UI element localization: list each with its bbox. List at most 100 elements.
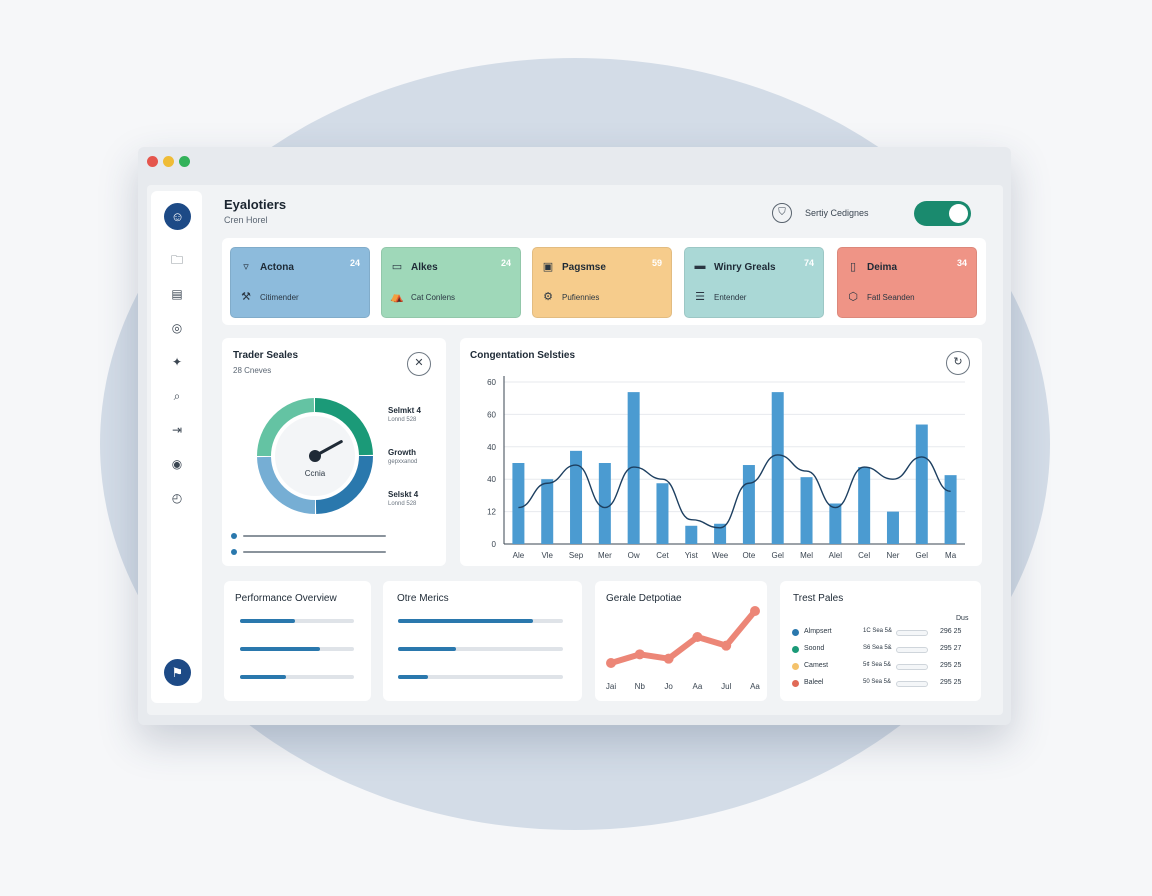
line-chart-title: Gerale Detpotiae	[606, 593, 682, 604]
card-count-badge: 59	[651, 258, 662, 268]
other-metrics-bar-fill	[398, 647, 456, 651]
x-tick-label: Yist	[685, 551, 699, 560]
slider-track-2[interactable]	[243, 551, 386, 553]
performance-bar-fill	[240, 675, 286, 679]
line-series	[608, 608, 758, 666]
card-subtitle: Pufiennies	[562, 293, 600, 302]
bar	[541, 479, 554, 544]
other-metrics-panel: Otre Merics	[383, 581, 582, 701]
table-row-name: Camest	[804, 662, 829, 669]
other-metrics-bar-track	[398, 647, 563, 651]
gauge-legend-title-1: Selmkt 4	[388, 406, 421, 415]
table-title: Trest Pales	[793, 593, 844, 604]
shield-icon[interactable]: ⛉	[772, 203, 792, 223]
table-row-bar	[896, 681, 928, 687]
tools-icon: ⚙	[543, 291, 553, 303]
card-title: Pagsmse	[562, 262, 606, 273]
gauge-panel: Trader Seales 28 Cneves ✕ Ccnia Selmkt 4…	[222, 338, 446, 566]
bar	[829, 503, 842, 544]
x-tick-label: Gel	[771, 551, 784, 560]
table-row-value: 295 27	[940, 645, 962, 652]
other-metrics-title: Otre Merics	[397, 593, 449, 604]
x-tick-label: Jul	[721, 682, 731, 691]
table-column-header: Dus	[956, 615, 969, 622]
card-title: Deima	[867, 262, 898, 273]
legend-dot	[792, 680, 799, 687]
eye-icon[interactable]: ◉	[171, 457, 183, 471]
search-icon[interactable]: ⌕	[173, 389, 181, 403]
flag-icon[interactable]: ⚑	[164, 659, 191, 686]
card-count-badge: 74	[803, 258, 814, 268]
table-row-name: Almpsert	[804, 628, 832, 635]
card-title: Alkes	[411, 262, 438, 273]
other-metrics-bar-track	[398, 619, 563, 623]
table-row-name: Baleel	[804, 679, 824, 686]
bar-chart-panel: Congentation Selsties ↻ 0 12 40 40 60 60 Ale Vl…	[460, 338, 982, 566]
gauge-legend-sub-3: Lonnd 528	[388, 501, 417, 507]
summary-card[interactable]: ▬ Winry Greals 74 ☰ Entender	[684, 247, 824, 318]
gauge-legend-sub-1: Lonnd 528	[388, 417, 417, 423]
cup-icon: ▿	[243, 261, 249, 273]
table-row-bar	[896, 647, 928, 653]
summary-card[interactable]: ▿ Actona 24 ⚒ Citimender	[230, 247, 370, 318]
message-icon: ▬	[694, 260, 706, 272]
gauge-panel-subtitle: 28 Cneves	[233, 366, 272, 375]
refresh-icon[interactable]: ↻	[946, 351, 970, 375]
calendar-icon[interactable]: ▤	[171, 287, 183, 301]
slider-handle-2[interactable]	[231, 549, 237, 555]
line-point	[634, 649, 645, 660]
bar	[944, 475, 957, 544]
hammer-icon: ⚒	[241, 291, 251, 303]
target-icon[interactable]: ◎	[171, 321, 183, 335]
pin-icon[interactable]: ✦	[171, 355, 183, 369]
x-tick-label: Jai	[606, 682, 616, 691]
card-subtitle: Entender	[714, 293, 747, 302]
slider-track-1[interactable]	[243, 535, 386, 537]
gauge-icon[interactable]: ◴	[171, 491, 183, 505]
table-row-detail: 1C Sea 5&	[863, 628, 893, 634]
minimize-window-button[interactable]	[163, 156, 174, 167]
line-point	[750, 606, 760, 616]
gauge-segment-3	[257, 456, 316, 514]
gauge-legend-title-2: Growth	[388, 448, 416, 457]
legend-dot	[792, 629, 799, 636]
bar	[800, 477, 813, 544]
table-row-value: 295 25	[940, 679, 962, 686]
gauge-chart: Ccnia	[257, 398, 373, 514]
bar	[771, 392, 784, 544]
settings-label[interactable]: Sertiy Cedignes	[805, 208, 869, 218]
x-tick-label: Ale	[513, 551, 525, 560]
logout-icon[interactable]: ⇥	[171, 423, 183, 437]
summary-card[interactable]: ▣ Pagsmse 59 ⚙ Pufiennies	[532, 247, 672, 318]
x-tick-label: Ner	[887, 551, 900, 560]
x-tick-label: Cet	[656, 551, 669, 560]
page-title: Eyalotiers	[224, 197, 287, 212]
x-tick-label: Gel	[916, 551, 929, 560]
summary-card[interactable]: ▯ Deima 34 ⬡ Fatl Seanden	[837, 247, 977, 318]
other-metrics-bar-fill	[398, 675, 428, 679]
bar	[915, 424, 928, 544]
slider-handle-1[interactable]	[231, 533, 237, 539]
settings-toggle[interactable]	[914, 201, 971, 226]
maximize-window-button[interactable]	[179, 156, 190, 167]
user-icon[interactable]: ☺	[164, 203, 191, 230]
close-window-button[interactable]	[147, 156, 158, 167]
performance-bar-track	[240, 619, 354, 623]
x-tick-label: Alel	[829, 551, 843, 560]
bar	[512, 463, 525, 544]
summary-card[interactable]: ▭ Alkes 24 ⛺ Cat Conlens	[381, 247, 521, 318]
bar-chart: 0 12 40 40 60 60 Ale Vle Sep Mer Ow Cet Yist Wee Ote Ge…	[487, 376, 965, 560]
app-window: ☺ 🗀 ▤ ◎ ✦ ⌕ ⇥ ◉ ◴ ⚑ Eyalotiers Cren Horel ⛉ Ser…	[138, 147, 1011, 725]
window-titlebar	[138, 147, 1011, 177]
folder-icon[interactable]: 🗀	[170, 253, 183, 267]
legend-dot	[792, 663, 799, 670]
trend-line	[518, 454, 951, 529]
y-tick-label: 60	[487, 410, 496, 419]
x-tick-label: Jo	[664, 682, 673, 691]
y-tick-label: 12	[487, 508, 496, 517]
bar-chart-title: Congentation Selsties	[470, 350, 576, 361]
line-chart-panel: Gerale Detpotiae Jai Nb Jo Aa Jul Aa	[595, 581, 767, 701]
close-icon[interactable]: ✕	[407, 352, 431, 376]
performance-bar-track	[240, 675, 354, 679]
shield-icon: ⬡	[848, 291, 858, 303]
